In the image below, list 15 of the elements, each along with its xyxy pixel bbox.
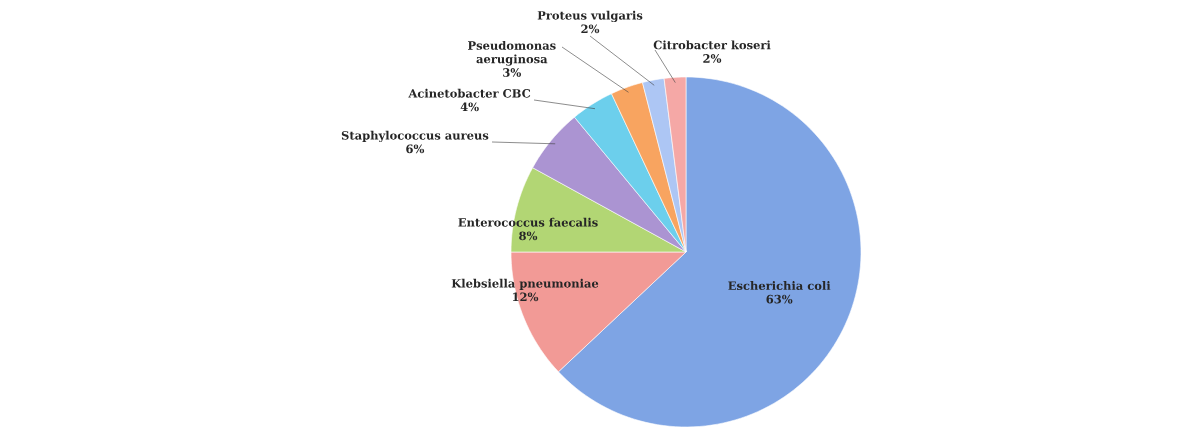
data-label: 4% [460, 102, 479, 112]
data-label: 2% [703, 54, 722, 63]
data-label: 2% [581, 24, 600, 34]
slice-label: Staphylococcus aureus [341, 130, 489, 143]
slice-label: Proteus vulgaris [537, 10, 643, 23]
slice-label: Klebsiella pneumoniae [451, 278, 599, 290]
data-label: 63% [766, 294, 793, 304]
data-label: 6% [406, 144, 425, 154]
slice-label: Pseudomonas aeruginosa [468, 40, 556, 66]
slice-label: Acinetobacter CBC [408, 88, 531, 98]
data-label: 8% [519, 231, 538, 241]
data-label: 3% [503, 68, 521, 77]
slice-label: Citrobacter koseri [653, 40, 771, 50]
data-label: 12% [512, 292, 539, 302]
slice-label: Escherichia coli [728, 281, 831, 290]
